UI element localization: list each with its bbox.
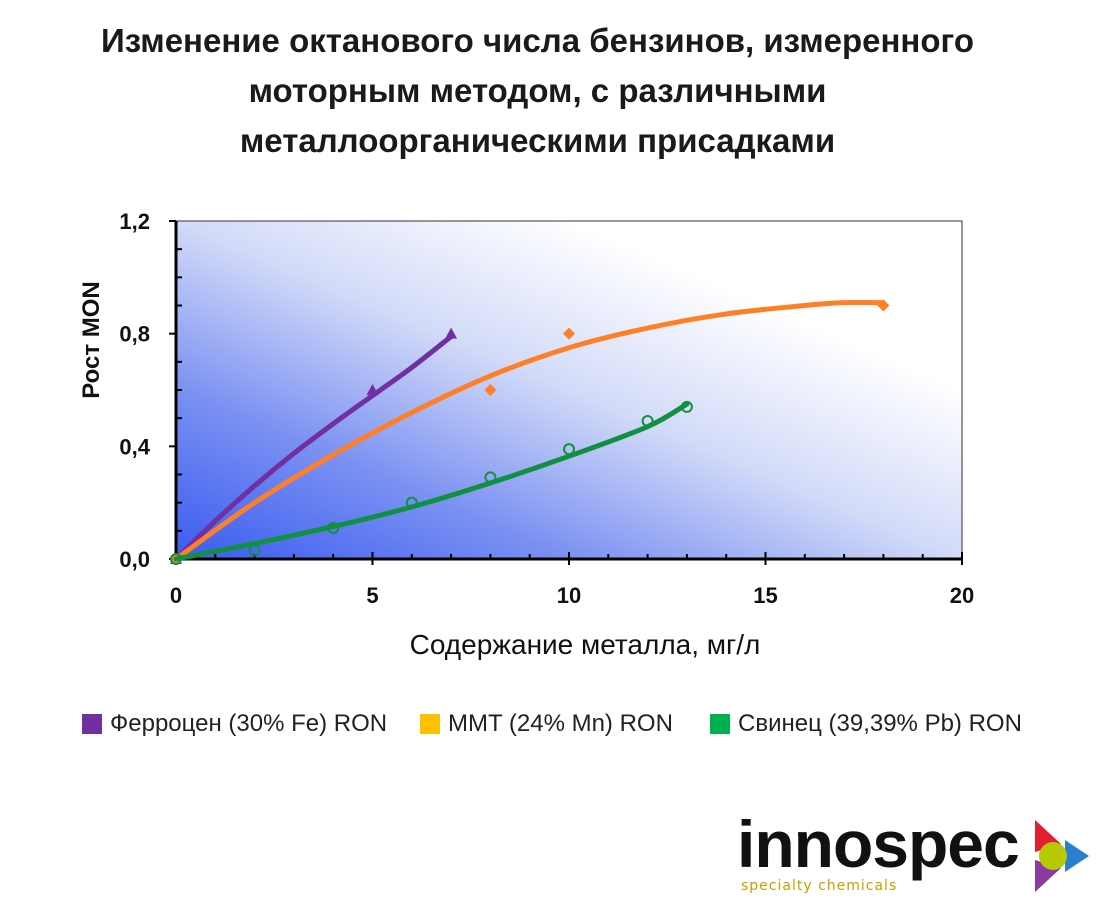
data-point	[327, 522, 340, 535]
data-point	[563, 327, 575, 340]
logo-wordmark: innospec	[737, 807, 1020, 881]
data-point	[484, 384, 497, 396]
title-line: металлоорганическими присадками	[239, 122, 836, 159]
y-tick-label: 0,0	[119, 547, 150, 572]
legend: Ферроцен (30% Fe) RON MMT (24% Mn) RON С…	[80, 710, 1040, 746]
x-axis-title: Содержание металла, мг/л	[410, 629, 761, 660]
series-line	[173, 401, 690, 562]
series-layer	[170, 299, 890, 565]
x-tick-label: 10	[557, 583, 581, 608]
legend-label: Ферроцен (30% Fe) RON	[110, 710, 388, 737]
plot-background	[176, 221, 962, 559]
innospec-logo: innospec specialty chemicals	[735, 807, 1095, 902]
data-point	[641, 414, 654, 427]
legend-item: Свинец (39,39% Pb) RON	[710, 710, 1022, 738]
data-point	[248, 544, 261, 557]
legend-swatch	[420, 714, 440, 734]
logo-emblem-icon	[1035, 820, 1089, 892]
x-tick-label: 0	[170, 583, 182, 608]
data-point	[680, 400, 693, 413]
series-line	[173, 333, 454, 562]
chart-title: Изменение октанового числа бензинов, изм…	[0, 16, 1075, 166]
legend-item: Ферроцен (30% Fe) RON	[82, 710, 387, 738]
title-line: Изменение октанового числа бензинов, изм…	[100, 22, 974, 59]
data-point	[366, 384, 379, 395]
y-axis-title: Рост MON	[78, 281, 105, 399]
data-point	[563, 443, 575, 456]
data-point	[170, 553, 182, 565]
chart: 0,0 0,4 0,8 1,2 0 5 10 15 20 Содержание металла,…	[78, 209, 974, 660]
series-line	[173, 299, 886, 562]
data-point	[405, 496, 418, 509]
title-line: моторным методом, с различными	[248, 72, 827, 109]
data-point	[445, 327, 458, 339]
y-tick-label: 0,4	[119, 434, 150, 459]
legend-swatch	[82, 714, 102, 734]
legend-label: MMT (24% Mn) RON	[448, 710, 673, 737]
legend-swatch	[710, 714, 730, 734]
data-point	[484, 471, 497, 484]
legend-label: Свинец (39,39% Pb) RON	[738, 710, 1022, 737]
legend-item: MMT (24% Mn) RON	[420, 710, 673, 738]
x-tick-label: 5	[366, 583, 378, 608]
x-tick-label: 20	[950, 583, 974, 608]
y-tick-label: 0,8	[119, 322, 150, 347]
data-point	[877, 299, 890, 312]
logo-tagline: specialty chemicals	[741, 878, 898, 894]
x-tick-label: 15	[753, 583, 777, 608]
y-tick-label: 1,2	[119, 209, 150, 234]
